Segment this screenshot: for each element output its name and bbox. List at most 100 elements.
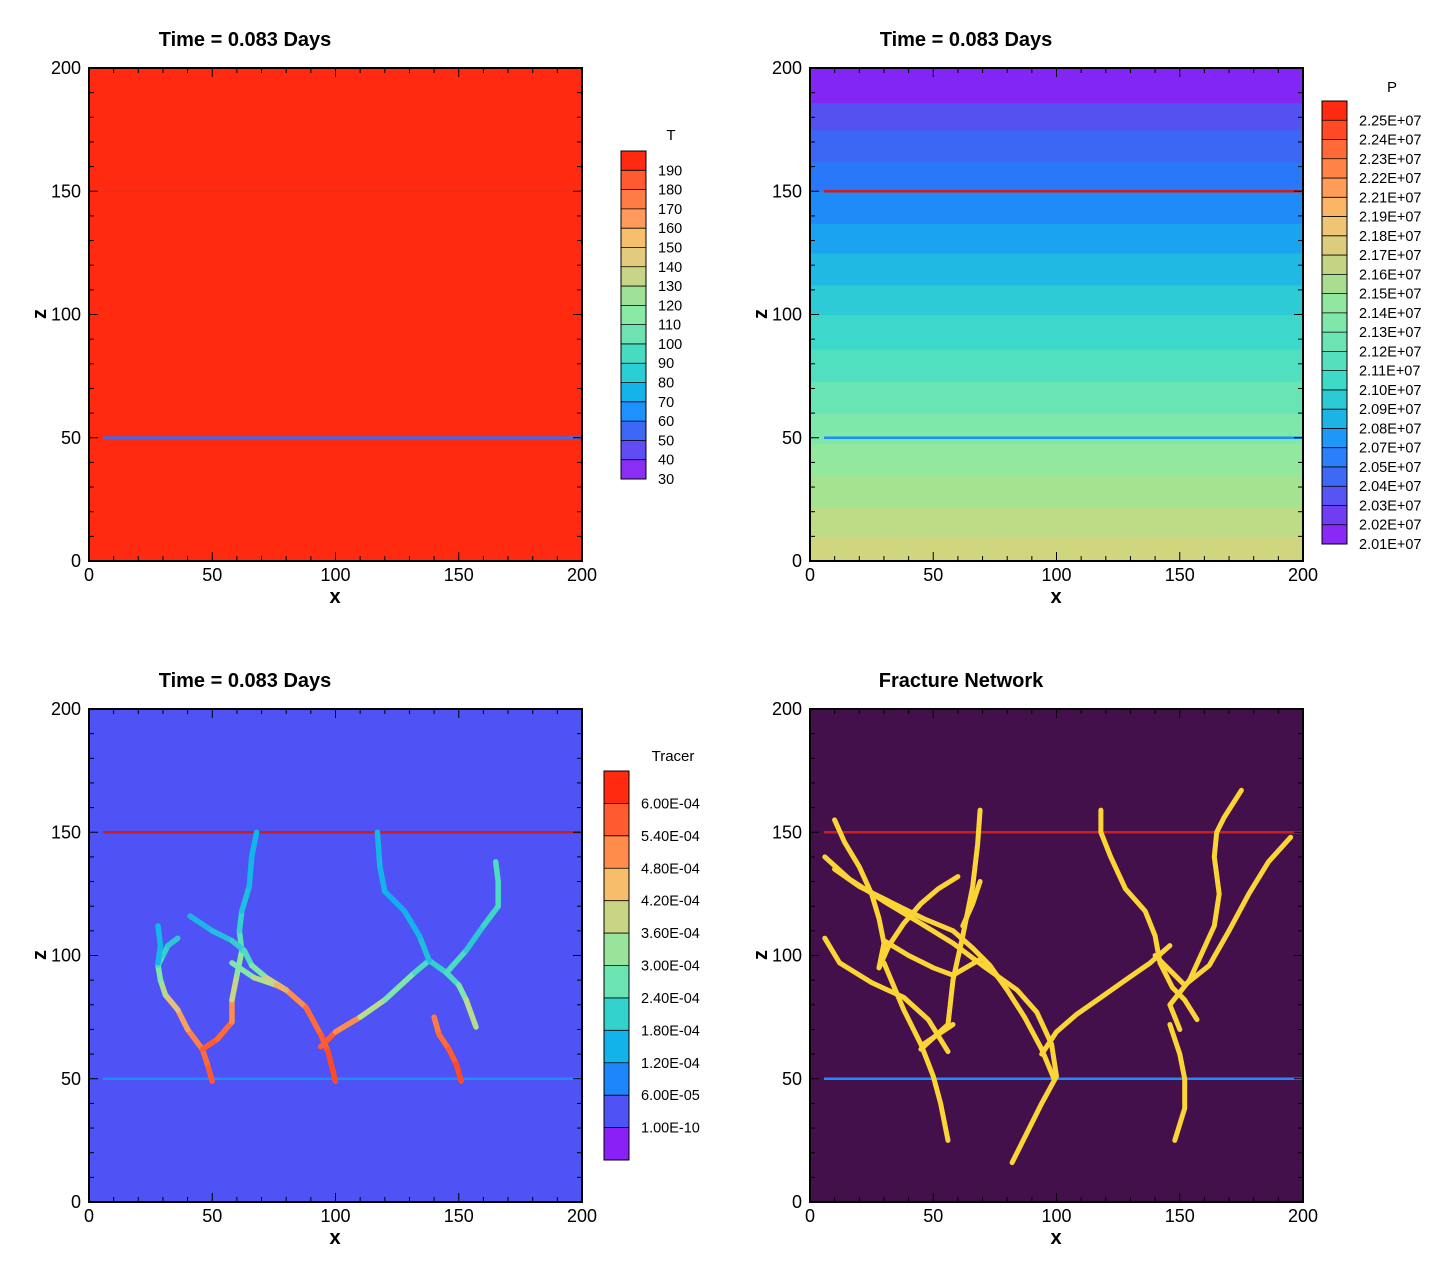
fracture-path xyxy=(918,807,983,1052)
pressure-y-tick-label: 0 xyxy=(792,551,802,571)
pressure-colorbar-segment xyxy=(1322,293,1347,314)
pressure-band xyxy=(810,474,1303,508)
pressure-colorbar-segment xyxy=(1322,312,1347,333)
tracer-colorbar-title: Tracer xyxy=(652,748,695,765)
fracture-x-tick-label: 50 xyxy=(923,1206,943,1226)
pressure-axes: 0 50 100 150 200 0 50 100 150 200 xyxy=(772,58,1318,585)
tracer-colorbar-segment xyxy=(604,900,629,934)
tracer-colorbar-segment xyxy=(604,1127,629,1161)
tracer-colorbar-label: 1.00E-10 xyxy=(641,1121,700,1137)
pressure-x-tick-label: 200 xyxy=(1288,565,1318,585)
temperature-y-axis-label: z xyxy=(29,309,51,319)
fracture-path xyxy=(920,1022,956,1047)
temperature-field xyxy=(89,68,582,561)
tracer-colorbar-segment xyxy=(604,803,629,837)
fracture-x-axis-label: x xyxy=(1050,1227,1061,1249)
tracer-fracture-segment xyxy=(214,1019,235,1043)
fracture-y-tick-label: 200 xyxy=(772,699,802,719)
temperature-colorbar-frame xyxy=(620,150,647,480)
tracer-fracture-segment xyxy=(251,974,280,988)
pressure-panel: Time = 0.083 Days 0 50 100 150 200 0 50 100 150 2… xyxy=(750,29,1422,608)
temperature-colorbar-label: 150 xyxy=(658,240,682,256)
tracer-y-axis-label: z xyxy=(29,950,51,960)
tracer-y-tick-label: 50 xyxy=(61,1069,81,1089)
fracture-path xyxy=(1167,787,1244,1032)
fracture-x-tick-label: 100 xyxy=(1041,1206,1071,1226)
pressure-colorbar-segment xyxy=(1322,505,1347,526)
pressure-colorbar-label: 2.04E+07 xyxy=(1359,479,1422,495)
pressure-colorbar-segment xyxy=(1322,178,1347,198)
tracer-y-tick-label: 0 xyxy=(71,1192,81,1212)
tracer-x-axis-label: x xyxy=(329,1227,340,1249)
pressure-colorbar-segment xyxy=(1322,101,1347,121)
tracer-colorbar-label: 1.20E-04 xyxy=(641,1056,700,1072)
pressure-colorbar-segment xyxy=(1322,120,1347,141)
fracture-y-axis-label: z xyxy=(750,950,772,960)
tracer-fracture-segment xyxy=(374,829,383,870)
pressure-y-tick-label: 100 xyxy=(772,305,802,325)
pressure-colorbar-segment xyxy=(1322,255,1347,275)
temperature-x-axis-label: x xyxy=(329,586,340,608)
tracer-fracture-segment xyxy=(184,1026,206,1052)
temperature-colorbar-segment xyxy=(621,382,646,403)
temperature-colorbar: T 190 180 170 160 150 140 130 120 110 100 90 80 70 60 5… xyxy=(620,127,682,488)
pressure-x-tick-label: 150 xyxy=(1165,565,1195,585)
temperature-y-tick-label: 100 xyxy=(51,305,81,325)
pressure-colorbar-segment xyxy=(1322,389,1347,410)
temperature-colorbar-segment xyxy=(621,286,646,306)
temperature-x-tick-label: 200 xyxy=(567,565,597,585)
pressure-colorbar-label: 2.09E+07 xyxy=(1359,402,1422,418)
fracture-background xyxy=(810,709,1303,1202)
temperature-colorbar-label: 70 xyxy=(658,395,674,411)
temperature-colorbar-segment xyxy=(621,440,646,461)
fracture-path xyxy=(1167,1022,1188,1143)
temperature-x-tick-label: 150 xyxy=(444,565,474,585)
tracer-fracture-segment xyxy=(204,1061,215,1084)
tracer-fracture-segment xyxy=(357,997,388,1020)
temperature-colorbar-label: 120 xyxy=(658,298,682,314)
temperature-colorbar-segment xyxy=(621,363,646,384)
pressure-colorbar-segment xyxy=(1322,409,1347,429)
temperature-colorbar-label: 190 xyxy=(658,163,682,179)
pressure-x-tick-label: 100 xyxy=(1041,565,1071,585)
fracture-title: Fracture Network xyxy=(879,670,1044,692)
pressure-band xyxy=(810,349,1303,382)
temperature-plot-area xyxy=(89,68,582,561)
pressure-band xyxy=(810,381,1303,414)
tracer-fracture-segment xyxy=(411,957,432,976)
temperature-colorbar-title: T xyxy=(666,127,675,144)
pressure-title: Time = 0.083 Days xyxy=(880,29,1053,51)
tracer-colorbar-segment xyxy=(604,933,629,966)
tracer-colorbar-frame xyxy=(603,770,630,1161)
tracer-fracture-segment xyxy=(234,947,245,978)
fracture-axes: 0 50 100 150 200 0 50 100 150 200 xyxy=(772,699,1318,1226)
fracture-y-tick-label: 50 xyxy=(782,1069,802,1089)
pressure-colorbar-label: 2.16E+07 xyxy=(1359,267,1422,283)
pressure-band xyxy=(810,506,1303,537)
tracer-fracture-segment xyxy=(463,923,487,954)
tracer-fracture-segment xyxy=(248,829,260,860)
tracer-colorbar-label: 5.40E-04 xyxy=(641,829,700,845)
temperature-colorbar-label: 160 xyxy=(658,221,682,237)
temperature-colorbar-label: 170 xyxy=(658,202,682,218)
tracer-fracture-segment xyxy=(443,970,462,988)
temperature-y-tick-label: 50 xyxy=(61,428,81,448)
pressure-x-axis-label: x xyxy=(1050,586,1061,608)
tracer-fracture-segment xyxy=(155,942,164,966)
temperature-colorbar-segment xyxy=(621,343,646,364)
temperature-colorbar-label: 50 xyxy=(658,433,674,449)
temperature-colorbar-segment xyxy=(621,189,646,210)
tracer-fracture-segment xyxy=(382,970,418,1003)
pressure-colorbar-label: 2.08E+07 xyxy=(1359,421,1422,437)
temperature-colorbar-segment xyxy=(621,247,646,268)
tracer-x-tick-label: 150 xyxy=(444,1206,474,1226)
fracture-panel: Fracture Network 0 50 100 150 200 0 50 100 150 20… xyxy=(750,670,1318,1249)
pressure-band xyxy=(810,223,1303,254)
pressure-colorbar-label: 2.15E+07 xyxy=(1359,287,1422,303)
tracer-colorbar-label: 6.00E-04 xyxy=(641,796,700,812)
pressure-colorbar-label: 2.21E+07 xyxy=(1359,190,1422,206)
temperature-colorbar-segment xyxy=(621,151,646,171)
tracer-colorbar: Tracer 6.00E-04 5.40E-04 4.80E-04 4.20E-04 3.… xyxy=(603,748,700,1161)
tracer-y-tick-label: 200 xyxy=(51,699,81,719)
tracer-fracture-segment xyxy=(174,1006,191,1033)
